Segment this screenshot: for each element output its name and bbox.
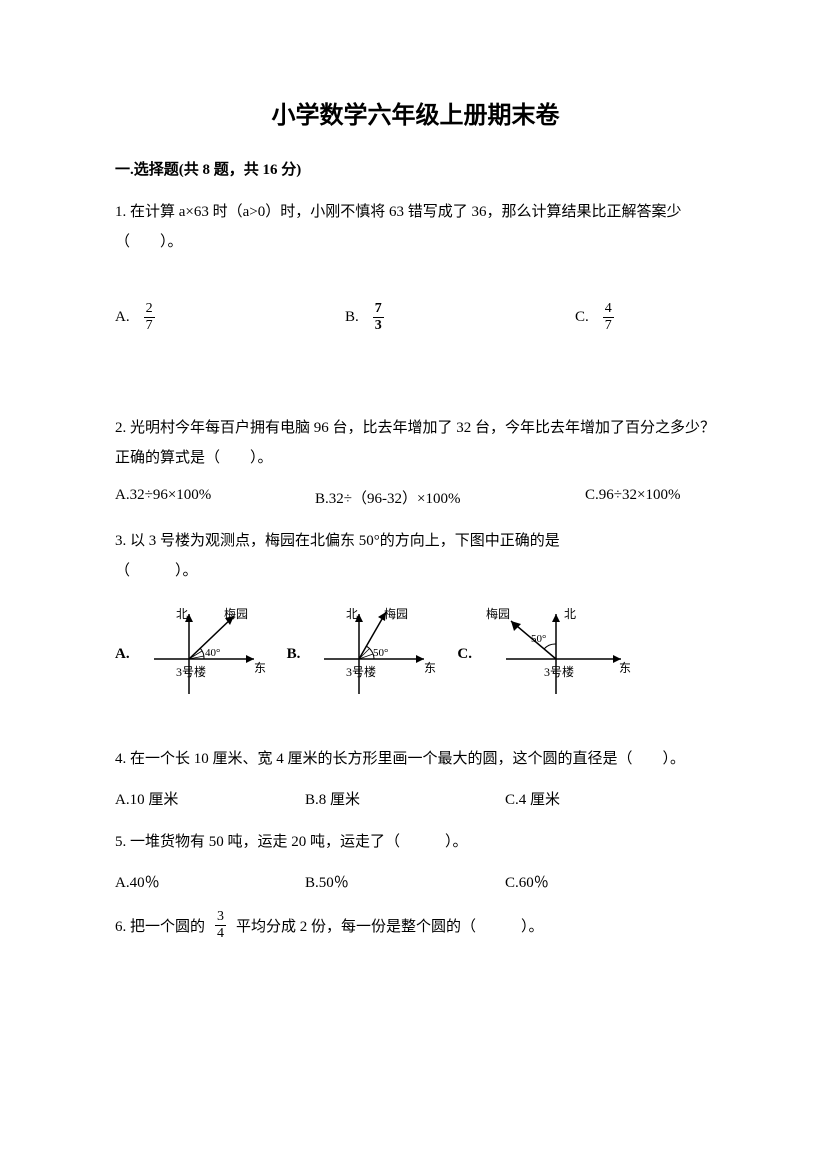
q1-option-c: C. 4 7 [575, 302, 614, 333]
q3-blank: （ ）。 [115, 556, 716, 586]
angle-label: 50° [531, 633, 546, 645]
east-label: 东 [254, 661, 266, 675]
numerator: 3 [215, 910, 226, 925]
diagram-c: C. 北 东 梅园 50° 3号楼 [457, 604, 631, 704]
q2-option-c: C.96÷32×100% [585, 487, 680, 508]
opt-label: C. [575, 309, 589, 326]
q4-options: A.10 厘米 B.8 厘米 C.4 厘米 [115, 788, 716, 809]
diagram-label-a: A. [115, 646, 130, 663]
denominator: 4 [215, 925, 226, 941]
q6-text2: 平均分成 2 份，每一份是整个圆的（ ）。 [236, 915, 544, 936]
building-label: 3号楼 [176, 664, 206, 679]
fraction-b: 7 3 [373, 302, 384, 333]
angle-label: 40° [205, 647, 220, 659]
question-1: 1. 在计算 a×63 时（a>0）时，小刚不慎将 63 错写成了 36，那么计… [115, 197, 716, 257]
meiyuan-label: 梅园 [384, 606, 408, 621]
opt-label: B. [345, 309, 359, 326]
diagram-b: B. 北 东 梅园 50° 3号楼 [287, 604, 440, 704]
fraction-q6: 3 4 [215, 910, 226, 941]
compass-diagram-c: 北 东 梅园 50° 3号楼 [476, 604, 631, 704]
building-label: 3号楼 [544, 664, 574, 679]
q2-option-b: B.32÷（96-32）×100% [315, 487, 585, 508]
q5-option-a: A.40％ [115, 871, 305, 892]
diagram-label-b: B. [287, 646, 301, 663]
q5-option-b: B.50％ [305, 871, 505, 892]
q4-option-b: B.8 厘米 [305, 788, 505, 809]
q1-options: A. 2 7 B. 7 3 C. 4 7 [115, 302, 716, 333]
q1-option-b: B. 7 3 [345, 302, 575, 333]
denominator: 3 [373, 317, 384, 333]
question-4: 4. 在一个长 10 厘米、宽 4 厘米的长方形里画一个最大的圆，这个圆的直径是… [115, 744, 716, 774]
angle-label: 50° [373, 647, 388, 659]
east-label: 东 [619, 661, 631, 675]
meiyuan-label: 梅园 [486, 606, 510, 621]
numerator: 2 [144, 302, 155, 317]
q4-option-a: A.10 厘米 [115, 788, 305, 809]
meiyuan-label: 梅园 [224, 606, 248, 621]
q3-diagrams: A. 北 东 梅园 40° 3号楼 B. [115, 604, 716, 704]
question-3: 3. 以 3 号楼为观测点，梅园在北偏东 50°的方向上，下图中正确的是 （ ）… [115, 526, 716, 586]
question-5: 5. 一堆货物有 50 吨，运走 20 吨，运走了（ ）。 [115, 827, 716, 857]
diagram-a: A. 北 东 梅园 40° 3号楼 [115, 604, 269, 704]
diagram-label-c: C. [457, 646, 472, 663]
q2-options: A.32÷96×100% B.32÷（96-32）×100% C.96÷32×1… [115, 487, 716, 508]
question-2: 2. 光明村今年每百户拥有电脑 96 台，比去年增加了 32 台，今年比去年增加… [115, 413, 716, 473]
q5-options: A.40％ B.50％ C.60％ [115, 871, 716, 892]
fraction-a: 2 7 [144, 302, 155, 333]
q3-text: 3. 以 3 号楼为观测点，梅园在北偏东 50°的方向上，下图中正确的是 [115, 526, 716, 556]
compass-diagram-a: 北 东 梅园 40° 3号楼 [134, 604, 269, 704]
q4-option-c: C.4 厘米 [505, 788, 560, 809]
east-label: 东 [424, 661, 436, 675]
opt-label: A. [115, 309, 130, 326]
denominator: 7 [144, 317, 155, 333]
q2-option-a: A.32÷96×100% [115, 487, 315, 508]
numerator: 4 [603, 302, 614, 317]
numerator: 7 [373, 302, 384, 317]
north-label: 北 [564, 607, 576, 621]
q5-option-c: C.60％ [505, 871, 549, 892]
denominator: 7 [603, 317, 614, 333]
question-6: 6. 把一个圆的 3 4 平均分成 2 份，每一份是整个圆的（ ）。 [115, 910, 716, 941]
q6-text1: 6. 把一个圆的 [115, 915, 205, 936]
north-label: 北 [346, 607, 358, 621]
north-label: 北 [176, 607, 188, 621]
section-header: 一.选择题(共 8 题，共 16 分) [115, 158, 716, 179]
page-title: 小学数学六年级上册期末卷 [115, 95, 716, 130]
building-label: 3号楼 [346, 664, 376, 679]
q1-option-a: A. 2 7 [115, 302, 345, 333]
compass-diagram-b: 北 东 梅园 50° 3号楼 [304, 604, 439, 704]
fraction-c: 4 7 [603, 302, 614, 333]
